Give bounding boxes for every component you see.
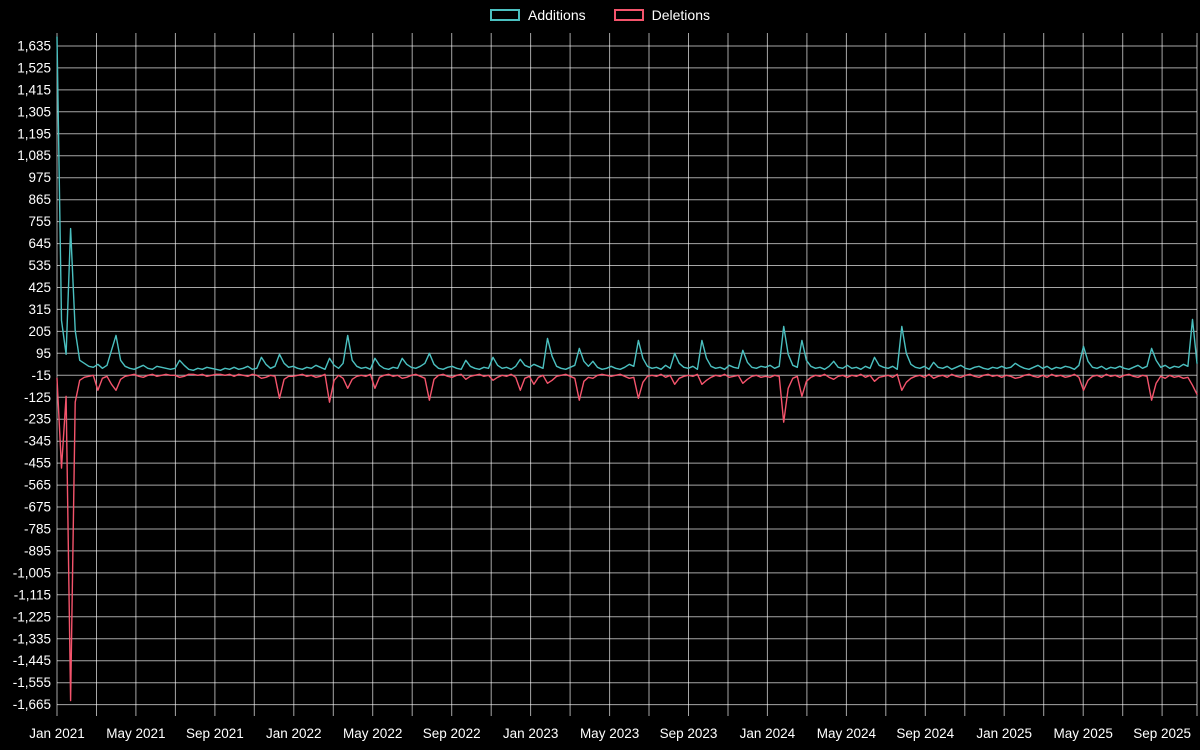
y-axis-tick-label: -895: [24, 543, 51, 558]
additions-swatch-icon: [490, 9, 521, 21]
y-axis-tick-label: 95: [36, 346, 51, 361]
x-axis-tick-label: Jan 2022: [266, 726, 322, 741]
y-axis-tick-label: 1,305: [17, 104, 51, 119]
y-axis-tick-label: 1,195: [17, 126, 51, 141]
y-axis-tick-label: -1,335: [13, 631, 51, 646]
x-axis-tick-label: Sep 2021: [186, 726, 244, 741]
y-axis-tick-label: -125: [24, 390, 51, 405]
y-axis-tick-label: -675: [24, 500, 51, 515]
y-axis-tick-label: 1,085: [17, 148, 51, 163]
y-axis-tick-label: -15: [31, 368, 51, 383]
legend-label-additions: Additions: [528, 7, 586, 23]
x-axis-tick-label: Jan 2024: [740, 726, 796, 741]
y-axis-tick-label: -1,445: [13, 653, 51, 668]
legend-item-additions[interactable]: Additions: [490, 8, 586, 22]
x-axis-tick-label: May 2023: [580, 726, 639, 741]
y-axis-tick-label: 425: [28, 280, 51, 295]
y-axis-tick-label: 535: [28, 258, 51, 273]
y-axis-tick-label: 645: [28, 236, 51, 251]
y-axis-tick-label: -785: [24, 522, 51, 537]
y-axis-tick-label: -1,225: [13, 609, 51, 624]
chart-legend: Additions Deletions: [0, 8, 1200, 22]
x-axis-tick-label: Jan 2025: [976, 726, 1032, 741]
x-axis-tick-label: May 2021: [106, 726, 165, 741]
y-axis-tick-label: 755: [28, 214, 51, 229]
x-axis-tick-label: Sep 2024: [896, 726, 954, 741]
y-axis-tick-label: -565: [24, 478, 51, 493]
x-axis-tick-label: May 2024: [817, 726, 877, 741]
y-axis-tick-label: 205: [28, 324, 51, 339]
deletions-swatch-icon: [613, 9, 644, 21]
series-line-deletions: [56, 373, 1198, 702]
legend-item-deletions[interactable]: Deletions: [613, 7, 710, 23]
y-axis-tick-label: 1,525: [17, 60, 51, 75]
y-axis-tick-label: -1,665: [13, 697, 51, 712]
x-axis-tick-label: Jan 2023: [503, 726, 559, 741]
legend-label-deletions: Deletions: [651, 7, 710, 23]
series-line-additions: [56, 36, 1198, 371]
y-axis-tick-label: 1,415: [17, 82, 51, 97]
y-axis-tick-label: 865: [28, 192, 51, 207]
y-axis-tick-label: -235: [24, 412, 51, 427]
y-axis-tick-label: 315: [28, 302, 51, 317]
x-axis-tick-label: Sep 2023: [660, 726, 718, 741]
y-axis-tick-label: -1,555: [13, 675, 51, 690]
x-axis-tick-label: Jan 2021: [29, 726, 85, 741]
y-axis-tick-label: -1,005: [13, 565, 51, 580]
x-axis-tick-label: May 2025: [1054, 726, 1113, 741]
y-axis-tick-label: -1,115: [14, 587, 51, 602]
y-axis-tick-label: -455: [24, 456, 51, 471]
y-axis-tick-label: 975: [28, 170, 51, 185]
y-axis-tick-label: -345: [24, 434, 51, 449]
y-axis-tick-label: 1,635: [17, 39, 51, 54]
x-axis-tick-label: Sep 2025: [1133, 726, 1191, 741]
x-axis-tick-label: Sep 2022: [423, 726, 481, 741]
x-axis-tick-label: May 2022: [343, 726, 402, 741]
